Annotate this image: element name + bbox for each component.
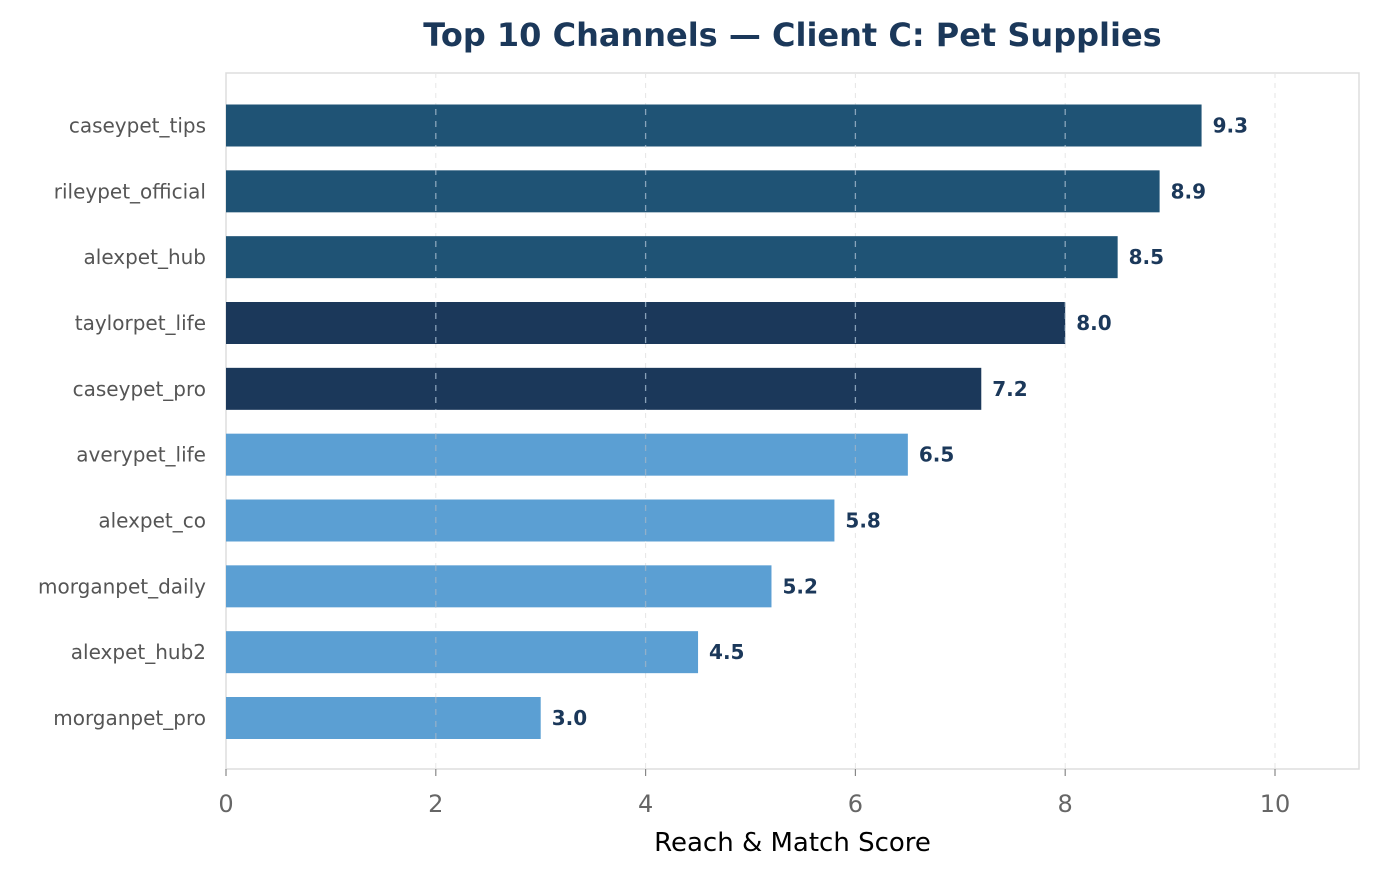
bar [226,104,1202,147]
bar [226,170,1160,213]
bar [226,499,835,542]
bar [226,367,982,410]
x-tick-label: 2 [428,790,443,818]
bar [226,433,908,476]
bar [226,236,1118,279]
bar [226,631,699,674]
plot-frame [225,72,1360,770]
y-axis-labels: caseypet_tips rileypet_official alexpet_hu… [38,114,206,731]
y-axis-label: averypet_life [76,443,206,467]
y-axis-label: alexpet_co [98,509,206,533]
value-labels: 9.3 8.9 8.5 8.0 7.2 6.5 5.8 5.2 4.5 3.0 [552,114,1248,731]
value-label: 7.2 [992,377,1027,401]
bar [226,697,541,739]
x-tick-label: 6 [848,790,863,818]
value-label: 8.5 [1129,245,1164,269]
value-label: 4.5 [709,640,744,664]
y-axis-label: caseypet_tips [69,114,206,138]
y-axis-label: morganpet_daily [38,574,206,598]
y-axis-label: caseypet_pro [73,377,206,401]
y-axis-label: morganpet_pro [53,706,206,730]
x-tick-label: 0 [218,790,233,818]
value-label: 3.0 [552,706,587,730]
x-tick-label: 10 [1260,790,1291,818]
y-axis-label: rileypet_official [54,179,206,203]
value-label: 5.2 [782,574,817,598]
bar [226,565,772,608]
value-label: 8.0 [1076,311,1111,335]
y-axis-label: alexpet_hub2 [71,640,206,664]
chart-title: Top 10 Channels — Client C: Pet Supplies [423,16,1161,54]
y-axis-label: alexpet_hub [84,245,207,269]
value-label: 6.5 [919,443,954,467]
value-label: 5.8 [845,509,880,533]
x-axis-title: Reach & Match Score [654,828,931,858]
x-tick-label: 8 [1058,790,1073,818]
x-axis-ticks: 0 2 4 6 8 10 [218,769,1290,818]
y-axis-label: taylorpet_life [75,311,206,335]
value-label: 9.3 [1213,114,1248,138]
value-label: 8.9 [1171,179,1206,203]
x-tick-label: 4 [638,790,653,818]
